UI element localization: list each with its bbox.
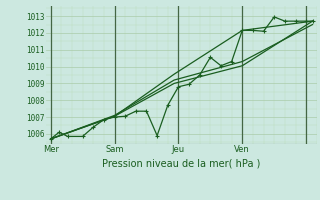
X-axis label: Pression niveau de la mer( hPa ): Pression niveau de la mer( hPa ) bbox=[102, 159, 261, 169]
